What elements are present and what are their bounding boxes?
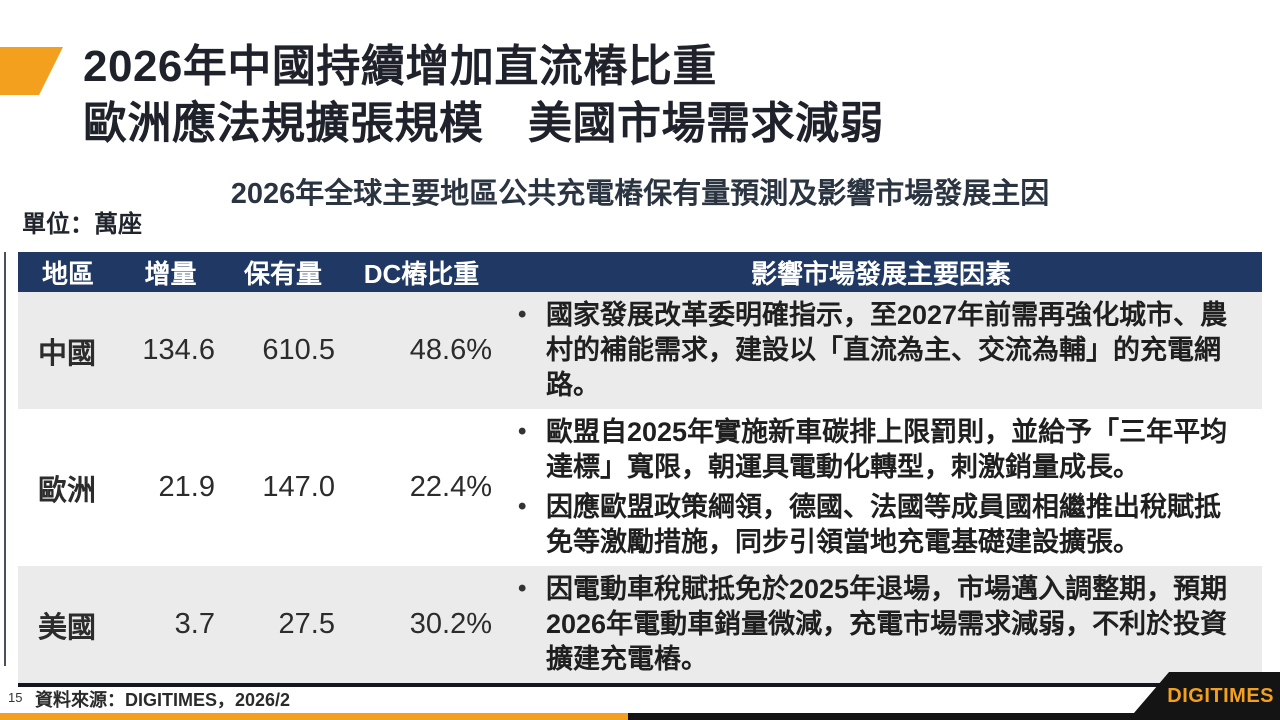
increase-cell: 3.7: [174, 608, 215, 640]
factor-item: 因電動車稅賦抵免於2025年退場，市場邁入調整期，預期2026年電動車銷量微減，…: [506, 571, 1244, 677]
increase-cell: 134.6: [142, 334, 215, 366]
header-increase: 增量: [144, 258, 197, 289]
source-citation: 資料來源：DIGITIMES，2026/2: [35, 690, 291, 710]
increase-cell: 21.9: [158, 471, 215, 503]
factor-item: 歐盟自2025年實施新車碳排上限罰則，並給予「三年平均達標」寬限，朝運具電動化轉…: [506, 414, 1244, 485]
factor-item: 國家發展改革委明確指示，至2027年前需再強化城市、農村的補能需求，建設以「直流…: [506, 297, 1244, 403]
table-row-china: 中國 134.6 610.5 48.6% 國家發展改革委明確指示，至2027年前…: [18, 292, 1262, 409]
dc-share-cell: 30.2%: [409, 608, 492, 640]
accent-parallelogram: [0, 47, 63, 95]
table-row-europe: 歐洲 21.9 147.0 22.4% 歐盟自2025年實施新車碳排上限罰則，並…: [18, 409, 1262, 566]
header-stock: 保有量: [243, 258, 322, 289]
table-caption: 2026年全球主要地區公共充電樁保有量預測及影響市場發展主因: [230, 178, 1050, 210]
stock-cell: 610.5: [262, 334, 335, 366]
table-row-usa: 美國 3.7 27.5 30.2% 因電動車稅賦抵免於2025年退場，市場邁入調…: [18, 566, 1262, 683]
region-cell: 中國: [38, 337, 97, 370]
left-edge-rule: [4, 252, 6, 666]
region-cell: 美國: [38, 611, 97, 644]
slide-title-line2: 歐洲應法規擴張規模 美國市場需求減弱: [83, 99, 884, 148]
region-cell: 歐洲: [38, 474, 97, 507]
slide-title-line1: 2026年中國持續增加直流樁比重: [83, 42, 717, 91]
page-number: 15: [8, 690, 23, 705]
factors-cell: 歐盟自2025年實施新車碳排上限罰則，並給予「三年平均達標」寬限，朝運具電動化轉…: [500, 409, 1262, 566]
factors-cell: 國家發展改革委明確指示，至2027年前需再強化城市、農村的補能需求，建設以「直流…: [500, 292, 1262, 409]
table-header-row: 地區 增量 保有量 DC樁比重 影響市場發展主要因素: [18, 252, 1262, 292]
stock-cell: 27.5: [278, 608, 335, 640]
factor-item: 因應歐盟政策綱領，德國、法國等成員國相繼推出稅賦抵免等激勵措施，同步引領當地充電…: [506, 489, 1244, 560]
bottom-bar-black: [628, 713, 1280, 720]
forecast-table: 地區 增量 保有量 DC樁比重 影響市場發展主要因素 中國 134.6 610.…: [18, 252, 1262, 687]
header-dc-share: DC樁比重: [363, 258, 480, 289]
header-factors: 影響市場發展主要因素: [750, 258, 1011, 289]
dc-share-cell: 48.6%: [409, 334, 492, 366]
factors-cell: 因電動車稅賦抵免於2025年退場，市場邁入調整期，預期2026年電動車銷量微減，…: [500, 566, 1262, 683]
slide-title: 2026年中國持續增加直流樁比重 歐洲應法規擴張規模 美國市場需求減弱: [83, 38, 884, 152]
digitimes-logo-text: DIGITIMES: [1167, 684, 1274, 707]
stock-cell: 147.0: [262, 471, 335, 503]
header-region: 地區: [41, 258, 94, 289]
bottom-bar-orange: [0, 713, 628, 720]
unit-label: 單位：萬座: [22, 211, 142, 238]
dc-share-cell: 22.4%: [409, 471, 492, 503]
